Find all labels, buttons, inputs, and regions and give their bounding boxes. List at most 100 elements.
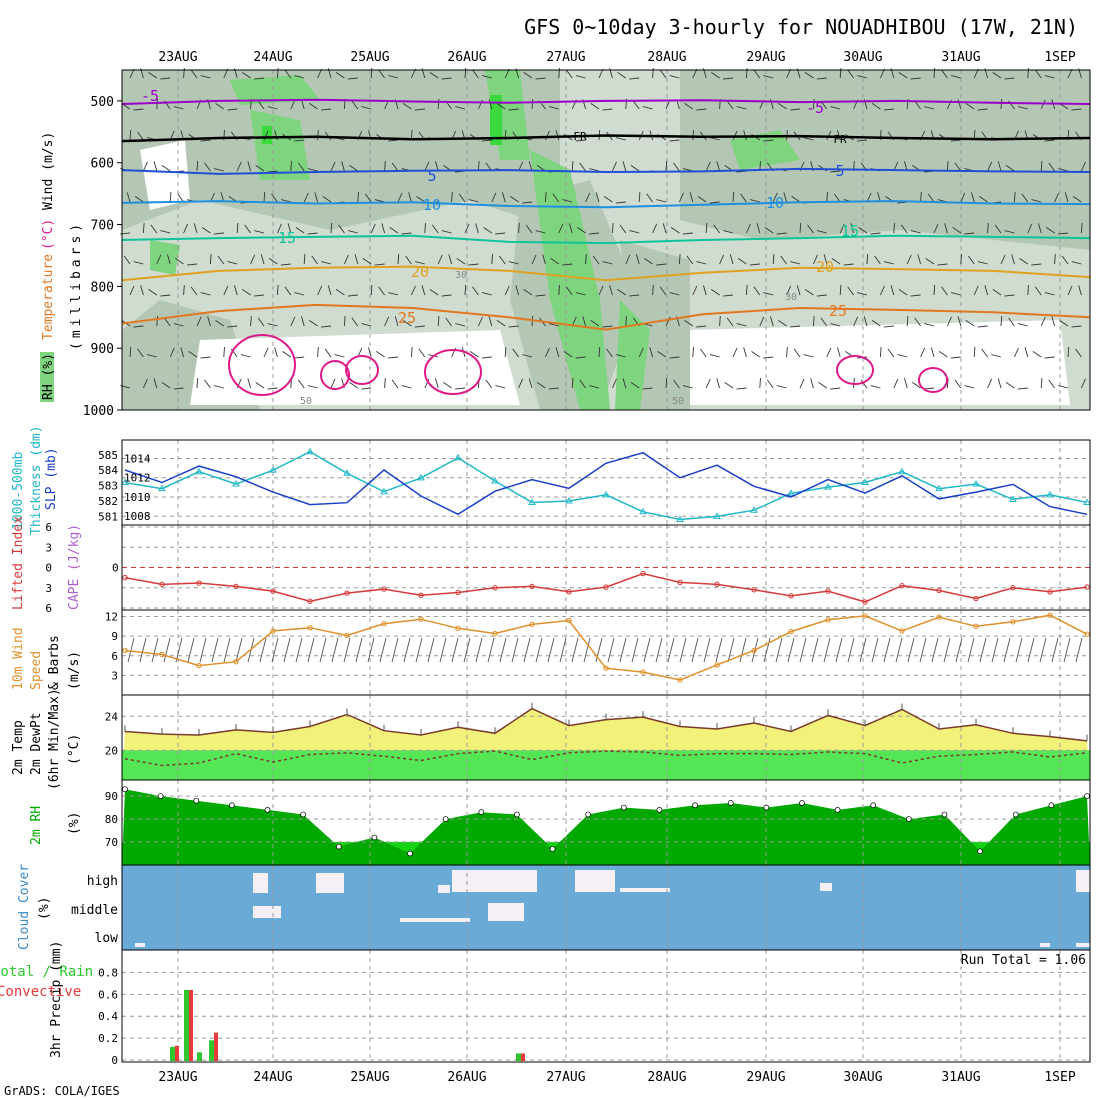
- y-tick-label: 600: [91, 157, 114, 172]
- wind10m-marker: [381, 621, 387, 627]
- wind-barb-10m: [1075, 637, 1083, 663]
- cloud-row-label: high: [87, 874, 118, 889]
- wind-barb: [950, 139, 961, 142]
- thickness-marker: [1009, 495, 1017, 502]
- wind-barb: [510, 196, 519, 203]
- wind-barb: [531, 98, 534, 110]
- wind-barb: [946, 160, 949, 172]
- wind-barb: [414, 261, 425, 265]
- wind-barb: [977, 261, 988, 265]
- wind-barb: [756, 223, 761, 234]
- wind-barb: [550, 258, 560, 265]
- slp-tick: 1010: [124, 491, 151, 504]
- wind-barb: [391, 379, 399, 389]
- precip-conv-bar: [521, 1053, 525, 1061]
- wind-barb: [617, 289, 627, 296]
- precip-ylabel: 3hr Precip (mm): [49, 941, 64, 1058]
- wind-barb: [173, 323, 184, 327]
- wind-barb-10m: [163, 637, 171, 663]
- wind-barb: [759, 377, 761, 389]
- wind-barb: [1017, 106, 1028, 110]
- wind-barb: [522, 354, 533, 358]
- rh2m-marker: [585, 811, 592, 818]
- wind-barb: [1067, 285, 1073, 296]
- wind10m-marker: [936, 614, 942, 620]
- contour-label: 15: [841, 222, 859, 240]
- rh2m-marker: [763, 804, 770, 811]
- wind-barb: [544, 191, 547, 203]
- wind-barb: [1072, 196, 1082, 203]
- thickness-marker: [972, 480, 980, 487]
- wind-barb: [223, 346, 225, 358]
- wind-barb: [857, 292, 868, 296]
- wind10m-marker: [455, 625, 461, 632]
- wind-barb: [196, 316, 202, 327]
- wind-barb: [307, 385, 318, 389]
- lifted-index-marker: [307, 598, 313, 604]
- wind-barb: [1064, 192, 1069, 203]
- wind-barb: [790, 261, 801, 265]
- wind-barb: [987, 378, 993, 389]
- wind-barb: [709, 201, 720, 204]
- wind-barb: [924, 323, 935, 327]
- wind-barb: [140, 285, 144, 296]
- wind-barb: [874, 255, 881, 265]
- wind-barb: [271, 193, 278, 203]
- contour-label: -5: [141, 87, 159, 105]
- wind-barb: [1040, 99, 1046, 110]
- wind-barb: [177, 193, 184, 203]
- precip-conv-bar: [175, 1045, 179, 1061]
- contour-label: -5: [806, 99, 824, 117]
- wind-barb-10m: [991, 637, 999, 663]
- cloud-cell: [820, 883, 832, 891]
- wind-barb: [190, 286, 198, 296]
- wind-barb: [267, 106, 278, 110]
- wind-barb: [542, 254, 546, 265]
- wind-barb: [818, 382, 828, 389]
- wind-barb-10m: [811, 637, 819, 663]
- cloud-cell: [400, 918, 470, 922]
- lifted-index-marker: [233, 583, 239, 590]
- wind-barb: [871, 103, 881, 110]
- thickness-marker: [454, 453, 462, 461]
- wind-barb: [294, 356, 305, 359]
- wind-barb: [418, 348, 426, 358]
- wind-barb: [595, 192, 600, 203]
- lifted-index-marker: [1047, 589, 1053, 595]
- wind-barb: [638, 347, 644, 358]
- wind10m-marker: [122, 647, 128, 654]
- wind-barb-10m: [859, 637, 867, 663]
- lifted-index-marker: [936, 587, 942, 594]
- wind-barb: [646, 193, 653, 203]
- wind10m-marker: [751, 647, 757, 654]
- wind-barb: [495, 232, 506, 235]
- wind10m-marker: [788, 628, 794, 635]
- wind-barb-10m: [547, 637, 555, 663]
- thickness-marker: [195, 467, 203, 475]
- wind-barb: [401, 385, 412, 389]
- wind-barb: [625, 315, 627, 327]
- wind-barb: [200, 356, 211, 359]
- lifted-index-marker: [418, 592, 424, 598]
- wind-barb: [1005, 165, 1015, 172]
- wind-barb: [977, 325, 988, 328]
- precip-tick: 0.8: [98, 966, 118, 979]
- wind-barb: [611, 378, 617, 389]
- panel-frame: [121, 69, 1091, 411]
- dewpt2m-line: [124, 750, 1088, 767]
- wind-barb: [469, 351, 479, 358]
- wind-barb: [569, 223, 573, 234]
- thickness-ylabel: 1000-500mb: [11, 452, 26, 530]
- wind-barb-10m: [175, 637, 183, 663]
- wind-barb: [994, 224, 1002, 234]
- wind-barb: [515, 285, 520, 296]
- wind-barb: [933, 223, 939, 234]
- wind-barb: [397, 253, 400, 265]
- wind-barb: [242, 289, 251, 296]
- wind-barb: [349, 382, 359, 389]
- wind-barb: [274, 347, 278, 358]
- wind-barb: [1031, 199, 1042, 203]
- wind-barb: [347, 294, 358, 297]
- rh-contour-label: 50: [672, 396, 684, 407]
- wind-barb: [826, 347, 832, 358]
